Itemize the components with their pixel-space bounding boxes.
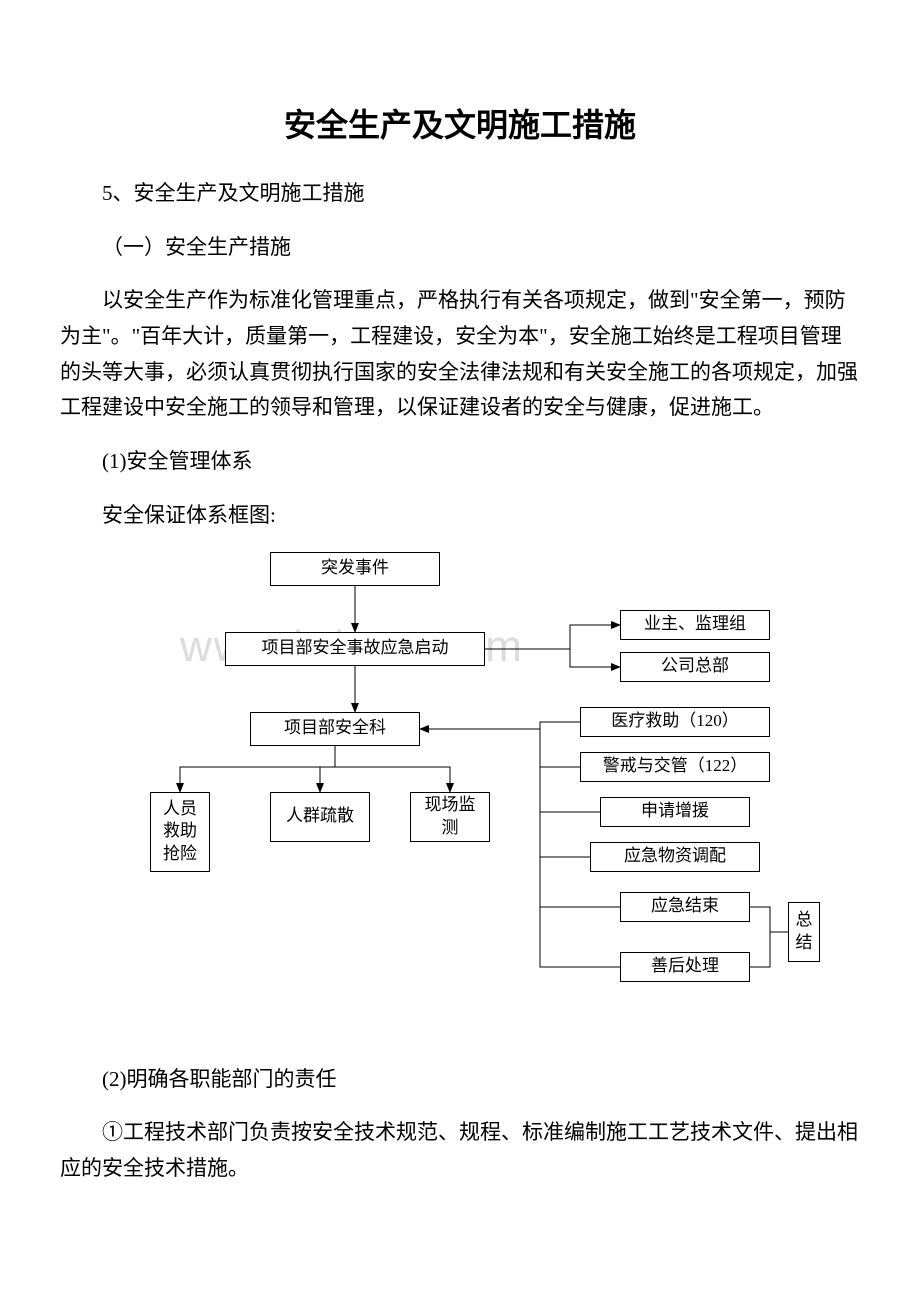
safety-flowchart: www.bdocx.com 突发事件项目部安全事故应急启动业主、监理组公司总部项…	[100, 552, 820, 1032]
flowchart-edge	[485, 625, 620, 649]
paragraph-section-number: 5、安全生产及文明施工措施	[60, 176, 860, 212]
page-title: 安全生产及文明施工措施	[60, 100, 860, 146]
flowchart-edge	[750, 907, 788, 932]
flowchart-node-n2: 项目部安全事故应急启动	[225, 632, 485, 666]
paragraph-item-2-1: ①工程技术部门负责按安全技术规范、规程、标准编制施工工艺技术文件、提出相应的安全…	[60, 1115, 860, 1186]
flowchart-node-n4: 公司总部	[620, 652, 770, 682]
flowchart-node-n10: 警戒与交管（122）	[580, 752, 770, 782]
flowchart-node-n13: 应急结束	[620, 892, 750, 922]
flowchart-edge	[420, 722, 580, 729]
flowchart-node-n1: 突发事件	[270, 552, 440, 586]
flowchart-node-n12: 应急物资调配	[590, 842, 760, 872]
flowchart-node-n7: 人群疏散	[270, 792, 370, 842]
paragraph-item-2: (2)明确各职能部门的责任	[60, 1062, 860, 1098]
flowchart-edge	[540, 729, 580, 767]
flowchart-edge	[485, 649, 620, 667]
paragraph-intro: 以安全生产作为标准化管理重点，严格执行有关各项规定，做到"安全第一，预防为主"。…	[60, 283, 860, 426]
flowchart-edge	[180, 746, 335, 792]
paragraph-item-1: (1)安全管理体系	[60, 444, 860, 480]
flowchart-node-n15: 总 结	[788, 902, 820, 962]
paragraph-subsection-1: （一）安全生产措施	[60, 230, 860, 266]
flowchart-node-n6: 人员 救助 抢险	[150, 792, 210, 872]
flowchart-node-n9: 医疗救助（120）	[580, 707, 770, 737]
paragraph-diagram-label: 安全保证体系框图:	[60, 498, 860, 534]
flowchart-edge	[320, 746, 335, 792]
flowchart-node-n11: 申请增援	[600, 797, 750, 827]
flowchart-node-n8: 现场监 测	[410, 792, 490, 842]
flowchart-node-n5: 项目部安全科	[250, 712, 420, 746]
flowchart-edge	[750, 932, 770, 967]
flowchart-edge	[335, 746, 450, 792]
flowchart-edge	[540, 729, 590, 857]
flowchart-node-n3: 业主、监理组	[620, 610, 770, 640]
flowchart-node-n14: 善后处理	[620, 952, 750, 982]
